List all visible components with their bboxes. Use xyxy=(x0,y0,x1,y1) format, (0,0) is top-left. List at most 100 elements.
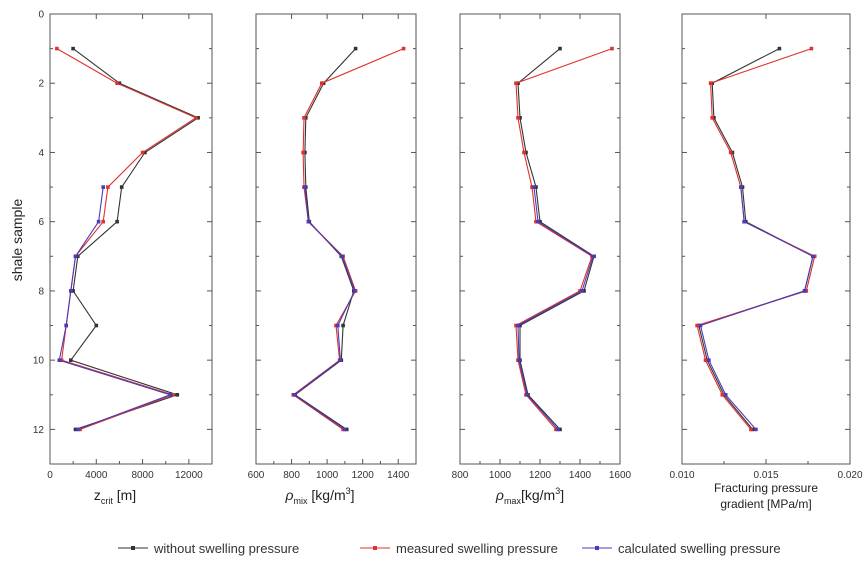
y-tick-label: 2 xyxy=(38,79,44,90)
data-point-without-zcrit xyxy=(76,254,80,259)
data-point-calculated-rho-max xyxy=(580,289,584,293)
data-point-measured-rho-max xyxy=(554,427,558,432)
data-point-measured-rho-max xyxy=(534,219,538,224)
data-point-without-rho-max xyxy=(558,427,562,432)
data-point-measured-fracturing xyxy=(720,393,725,397)
x-tick-label-zcrit: 0 xyxy=(47,470,53,481)
data-point-without-rho-max xyxy=(518,323,522,328)
data-point-measured-rho-mix xyxy=(301,150,305,155)
data-point-measured-rho-max xyxy=(530,185,534,189)
data-point-calculated-rho-max xyxy=(532,185,536,189)
data-point-calculated-fracturing xyxy=(723,393,728,397)
x-tick-label-fracturing: 0.020 xyxy=(837,470,862,481)
x-tick-label-rho-mix: 1000 xyxy=(316,470,339,481)
data-point-calculated-fracturing xyxy=(754,427,758,432)
series-line-calculated-rho-mix xyxy=(293,187,356,430)
data-point-without-zcrit xyxy=(143,150,147,155)
data-point-calculated-zcrit xyxy=(57,358,62,362)
data-point-calculated-fracturing xyxy=(698,323,703,328)
data-point-without-rho-mix xyxy=(341,323,345,328)
data-point-calculated-fracturing xyxy=(811,254,815,259)
series-line-calculated-rho-max xyxy=(517,187,594,430)
x-tick-label-fracturing: 0.010 xyxy=(669,470,694,481)
series-line-measured-rho-max xyxy=(515,48,613,430)
x-tick-label-zcrit: 4000 xyxy=(85,470,108,481)
data-point-without-zcrit xyxy=(94,323,99,328)
data-point-measured-rho-mix xyxy=(302,116,306,120)
data-point-calculated-rho-max xyxy=(536,219,540,224)
data-point-calculated-fracturing xyxy=(742,219,746,224)
legend-label-without: without swelling pressure xyxy=(153,541,299,556)
data-point-calculated-rho-mix xyxy=(303,185,307,189)
data-point-calculated-fracturing xyxy=(707,358,711,362)
x-tick-label-rho-max: 1600 xyxy=(609,470,632,481)
series-line-without-rho-max xyxy=(517,48,595,430)
data-point-calculated-rho-max xyxy=(525,393,529,397)
series-line-without-fracturing xyxy=(698,48,814,430)
data-point-calculated-zcrit xyxy=(69,289,73,293)
y-tick-label: 12 xyxy=(33,425,45,436)
data-point-calculated-rho-mix xyxy=(343,427,347,432)
data-point-calculated-zcrit xyxy=(101,185,105,189)
series-line-calculated-fracturing xyxy=(699,187,814,430)
series-line-measured-zcrit xyxy=(56,48,197,430)
data-point-without-rho-max xyxy=(534,185,538,189)
data-point-calculated-rho-mix xyxy=(292,393,296,397)
x-tick-label-rho-mix: 1400 xyxy=(387,470,410,481)
plot-frame-fracturing xyxy=(681,13,851,465)
data-point-measured-fracturing xyxy=(710,116,714,120)
x-tick-label-rho-max: 800 xyxy=(452,470,469,481)
legend: without swelling pressure measured swell… xyxy=(118,541,781,556)
data-point-calculated-rho-mix xyxy=(352,289,357,293)
data-point-calculated-rho-mix xyxy=(340,254,344,259)
data-point-measured-rho-max xyxy=(522,150,526,155)
panel-rho-mix: 600 800 1000 1200 1400 xyxy=(248,13,417,481)
data-point-calculated-rho-mix xyxy=(306,219,311,224)
x-tick-label-zcrit: 8000 xyxy=(131,470,154,481)
legend-marker-without xyxy=(131,546,135,550)
data-point-calculated-rho-max xyxy=(517,358,521,362)
panel-zcrit: 0 2 4 6 8 10 12 0 4000 8000 12000 xyxy=(33,10,213,481)
data-point-calculated-zcrit xyxy=(73,254,78,259)
data-point-calculated-rho-mix xyxy=(338,358,343,362)
x-tick-label-zcrit: 12000 xyxy=(175,470,203,481)
y-tick-label: 8 xyxy=(38,286,44,297)
data-point-measured-zcrit xyxy=(78,427,82,432)
x-tick-label-rho-mix: 600 xyxy=(248,470,265,481)
panel-fracturing-gradient: 0.010 0.015 0.020 xyxy=(669,13,863,481)
data-point-calculated-fracturing xyxy=(802,289,807,293)
data-point-measured-fracturing xyxy=(708,81,713,85)
data-point-without-rho-max xyxy=(518,116,522,120)
x-tick-label-rho-mix: 800 xyxy=(283,470,300,481)
data-point-measured-rho-max xyxy=(610,46,614,51)
data-point-measured-rho-max xyxy=(516,116,520,120)
data-point-calculated-rho-max xyxy=(556,427,560,432)
data-point-without-zcrit xyxy=(175,393,180,397)
data-point-without-zcrit xyxy=(196,116,200,120)
data-point-measured-zcrit xyxy=(115,81,119,85)
data-point-without-rho-mix xyxy=(353,46,358,51)
data-point-measured-rho-max xyxy=(578,289,582,293)
x-axis-title-rho-mix: ρmix [kg/m3] xyxy=(284,486,354,506)
data-point-measured-zcrit xyxy=(170,393,175,397)
x-axis-title-rho-max: ρmax[kg/m3] xyxy=(495,486,564,506)
data-point-without-zcrit xyxy=(69,358,73,362)
series-line-measured-rho-mix xyxy=(292,48,404,430)
data-point-without-zcrit xyxy=(71,46,75,51)
x-tick-label-rho-max: 1400 xyxy=(569,470,592,481)
series-line-calculated-zcrit xyxy=(58,187,172,430)
data-point-without-rho-mix xyxy=(303,150,307,155)
data-point-calculated-rho-max xyxy=(591,254,595,259)
data-point-without-rho-max xyxy=(516,81,520,85)
data-point-without-rho-max xyxy=(538,219,542,224)
data-point-measured-zcrit xyxy=(101,219,105,224)
legend-marker-measured xyxy=(373,546,377,550)
x-axis-title-fracturing-line2: gradient [MPa/m] xyxy=(720,497,811,511)
data-point-calculated-zcrit xyxy=(96,219,101,224)
x-tick-label-rho-max: 1200 xyxy=(529,470,552,481)
data-point-measured-rho-max xyxy=(514,81,518,85)
legend-marker-calculated xyxy=(595,546,599,550)
data-point-calculated-zcrit xyxy=(168,393,173,397)
panel-rho-max: 800 1000 1200 1400 1600 xyxy=(452,13,632,481)
